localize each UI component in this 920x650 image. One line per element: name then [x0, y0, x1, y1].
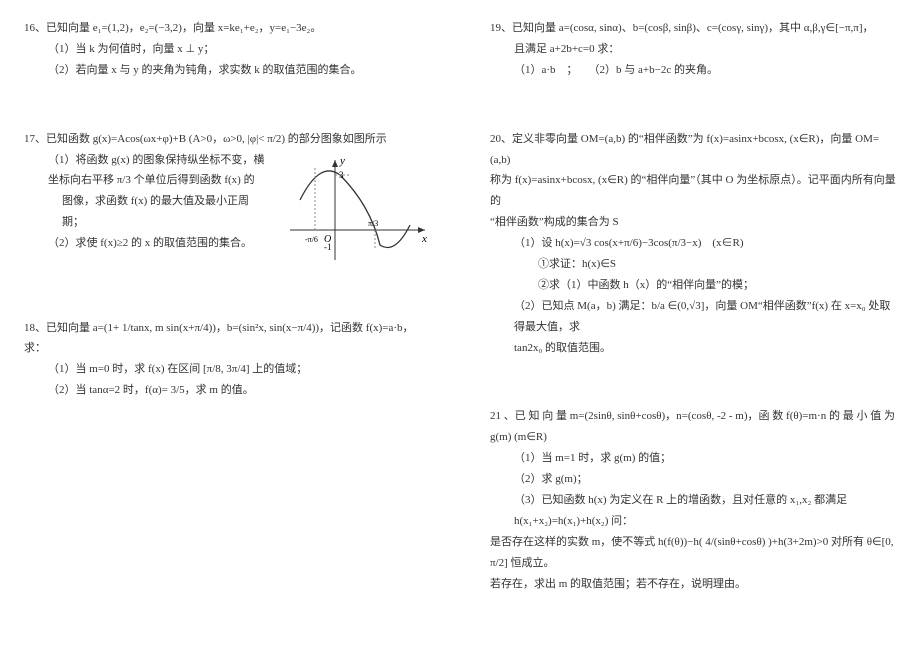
- head-2: g(m) (m∈R): [490, 427, 896, 448]
- sub-2: （2）若向量 x 与 y 的夹角为钝角，求实数 k 的取值范围的集合。: [24, 60, 430, 81]
- problem-text: 已知向量 e₁=(1,2)，e₂=(−3,2)，向量 x=ke₁+e₂，y=e₁…: [46, 22, 321, 34]
- problem-17: 17、已知函数 g(x)=Acos(ωx+φ)+B (A>0，ω>0, |φ|<…: [24, 129, 430, 270]
- x-label: x: [421, 233, 427, 245]
- sub-2: （2）求 g(m)；: [490, 469, 896, 490]
- sub-1b: 图像，求函数 f(x) 的最大值及最小正周期；: [24, 191, 270, 233]
- sub-1: （1）当 k 为何值时，向量 x ⊥ y；: [24, 39, 430, 60]
- graph-left-text: （1）将函数 g(x) 的图象保持纵坐标不变，横坐标向右平移 π/3 个单位后得…: [24, 150, 270, 270]
- problem-20: 20、定义非零向量 OM=(a,b) 的“相伴函数”为 f(x)=asinx+b…: [490, 129, 896, 359]
- graph-row: （1）将函数 g(x) 的图象保持纵坐标不变，横坐标向右平移 π/3 个单位后得…: [24, 150, 430, 270]
- left-column: 16、已知向量 e₁=(1,2)，e₂=(−3,2)，向量 x=ke₁+e₂，y…: [24, 18, 430, 632]
- problem-number: 16、: [24, 22, 46, 34]
- sub-2: （2）已知点 M(a，b) 满足：b/a ∈(0,√3]，向量 OM“相伴函数”…: [490, 296, 896, 338]
- problem-number: 19、: [490, 22, 512, 34]
- sub-2: （2）当 tanα=2 时，f(α)= 3/5，求 m 的值。: [24, 380, 430, 401]
- y-label: y: [339, 155, 345, 167]
- sub-1b: ②求（1）中函数 h（x）的“相伴向量”的模；: [490, 275, 896, 296]
- problem-number: 20、: [490, 133, 512, 145]
- head-2: 且满足 a+2b+c=0 求：: [490, 39, 896, 60]
- xtick-left: -π/6: [305, 235, 318, 244]
- function-graph: x y 3 -1 -π/6 π/3 O: [280, 150, 430, 270]
- problem-19: 19、已知向量 a=(cosα, sinα)、b=(cosβ, sinβ)、c=…: [490, 18, 896, 81]
- svg-text:O: O: [324, 234, 331, 245]
- problem-21: 21 、已 知 向 量 m=(2sinθ, sinθ+cosθ)，n=(cosθ…: [490, 406, 896, 594]
- ytick-3: 3: [339, 170, 344, 180]
- sub-3: （3）已知函数 h(x) 为定义在 R 上的增函数，且对任意的 x₁,x₂ 都满…: [490, 490, 896, 532]
- sub-1a: （1）将函数 g(x) 的图象保持纵坐标不变，横坐标向右平移 π/3 个单位后得…: [24, 150, 270, 192]
- problem-18: 18、已知向量 a=(1+ 1/tanx, m sin(x+π/4))，b=(s…: [24, 318, 430, 402]
- right-column: 19、已知向量 a=(cosα, sinα)、b=(cosβ, sinβ)、c=…: [490, 18, 896, 632]
- tail-1: 是否存在这样的实数 m，使不等式 h(f(θ))−h( 4/(sinθ+cosθ…: [490, 532, 896, 574]
- sub-1: （1）a·b ； （2）b 与 a+b−2c 的夹角。: [490, 60, 896, 81]
- problem-text: 已 知 向 量 m=(2sinθ, sinθ+cosθ)，n=(cosθ, -2…: [515, 410, 895, 422]
- problem-number: 21 、: [490, 410, 515, 422]
- head-2: 称为 f(x)=asinx+bcosx, (x∈R) 的“相伴向量”（其中 O …: [490, 170, 896, 212]
- problem-number: 17、: [24, 133, 46, 145]
- sub-2b: tan2x₀ 的取值范围。: [490, 338, 896, 359]
- problem-16: 16、已知向量 e₁=(1,2)，e₂=(−3,2)，向量 x=ke₁+e₂，y…: [24, 18, 430, 81]
- sub-1: （1）设 h(x)=√3 cos(x+π/6)−3cos(π/3−x) (x∈R…: [490, 233, 896, 254]
- xtick-right: π/3: [368, 219, 378, 228]
- tail-2: 若存在，求出 m 的取值范围；若不存在，说明理由。: [490, 574, 896, 595]
- sub-1: （1）当 m=0 时，求 f(x) 在区间 [π/8, 3π/4] 上的值域；: [24, 359, 430, 380]
- sub-2: （2）求使 f(x)≥2 的 x 的取值范围的集合。: [24, 233, 270, 254]
- head-3: “相伴函数”构成的集合为 S: [490, 212, 896, 233]
- problem-text: 定义非零向量 OM=(a,b) 的“相伴函数”为 f(x)=asinx+bcos…: [490, 133, 879, 166]
- problem-text: 已知向量 a=(1+ 1/tanx, m sin(x+π/4))，b=(sin²…: [24, 322, 414, 355]
- sub-1: （1）当 m=1 时，求 g(m) 的值；: [490, 448, 896, 469]
- sub-1a: ①求证：h(x)∈S: [490, 254, 896, 275]
- problem-text: 已知函数 g(x)=Acos(ωx+φ)+B (A>0，ω>0, |φ|< π/…: [46, 133, 387, 145]
- problem-text: 已知向量 a=(cosα, sinα)、b=(cosβ, sinβ)、c=(co…: [512, 22, 874, 34]
- problem-number: 18、: [24, 322, 46, 334]
